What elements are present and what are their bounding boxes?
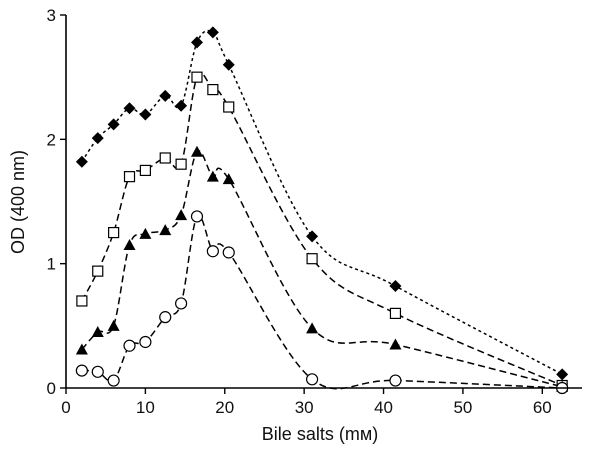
data-point	[190, 145, 203, 157]
data-point	[389, 374, 402, 387]
x-tick-label: 10	[136, 398, 155, 417]
x-tick-label: 30	[295, 398, 314, 417]
series-lines	[81, 29, 563, 390]
data-point	[107, 319, 120, 331]
data-point	[123, 239, 136, 251]
data-point	[206, 245, 219, 258]
series-line	[81, 214, 563, 390]
data-point	[123, 102, 136, 115]
axes	[65, 15, 582, 389]
data-point	[389, 280, 402, 293]
data-point	[175, 209, 188, 221]
data-point	[159, 224, 172, 236]
data-point	[91, 132, 104, 145]
y-tick-label: 3	[47, 6, 56, 25]
y-tick-label: 2	[47, 130, 56, 149]
data-point	[76, 295, 88, 307]
data-point	[123, 339, 136, 352]
data-point	[206, 170, 219, 182]
data-point	[159, 311, 172, 324]
x-tick-label: 40	[374, 398, 393, 417]
data-point	[222, 58, 235, 71]
y-tick-label: 1	[47, 255, 56, 274]
data-point	[123, 171, 136, 183]
x-tick-label: 0	[61, 398, 70, 417]
data-point	[75, 343, 88, 355]
data-point	[191, 71, 203, 83]
data-point	[190, 36, 203, 49]
data-point	[92, 265, 104, 277]
data-point	[175, 99, 188, 112]
series-line	[81, 150, 563, 388]
data-point	[91, 365, 104, 378]
data-point	[159, 152, 171, 164]
data-point	[223, 101, 235, 113]
data-point	[389, 338, 402, 350]
y-axis-title: OD (400 nm)	[8, 150, 28, 254]
y-tick-label: 0	[47, 379, 56, 398]
data-point	[222, 246, 235, 259]
x-tick-label: 50	[453, 398, 472, 417]
data-point	[139, 335, 152, 349]
ticks: 0 10 20 30 40 50 60 0 1 2 3	[47, 6, 552, 417]
data-point	[175, 297, 188, 310]
data-point	[139, 164, 151, 177]
data-point	[306, 322, 319, 334]
data-point	[175, 158, 187, 170]
data-point	[305, 373, 319, 386]
data-point	[139, 227, 152, 239]
data-point	[159, 89, 172, 102]
x-tick-label: 20	[215, 398, 234, 417]
series-line	[81, 72, 563, 387]
data-point	[556, 368, 569, 381]
data-point	[207, 83, 219, 96]
data-point	[306, 253, 318, 265]
data-point	[91, 326, 104, 338]
data-point	[108, 226, 120, 239]
data-point	[206, 26, 219, 39]
data-point	[306, 230, 319, 243]
data-point	[75, 155, 88, 168]
series-markers	[75, 26, 569, 395]
data-point	[190, 210, 204, 223]
series-line	[81, 29, 563, 375]
x-axis-title: Bile salts (mм)	[262, 424, 378, 444]
data-point	[75, 364, 88, 377]
x-tick-label: 60	[533, 398, 552, 417]
data-point	[107, 118, 120, 131]
data-point	[139, 108, 152, 121]
data-point	[389, 307, 402, 319]
data-point	[222, 173, 235, 185]
data-point	[107, 374, 120, 387]
